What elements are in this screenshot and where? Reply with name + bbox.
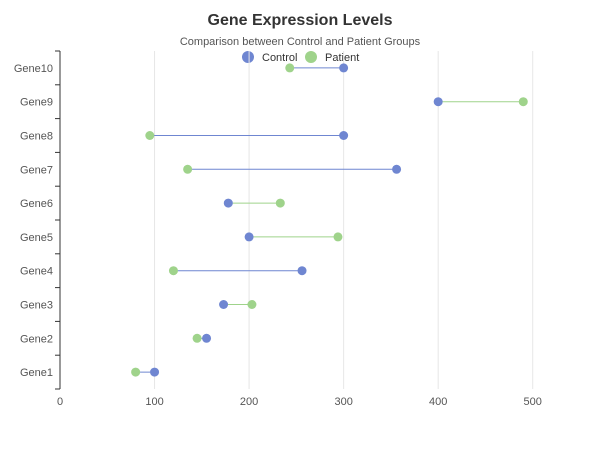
y-tick-label: Gene7 [20,164,53,176]
control-point[interactable] [339,131,349,140]
patient-point[interactable] [333,232,343,242]
y-tick-label: Gene1 [20,367,53,379]
legend-item-control[interactable]: Control [242,51,297,64]
patient-point[interactable] [275,198,285,208]
legend[interactable]: Control Patient [242,51,359,64]
legend-marker-control [242,51,254,63]
x-tick-label: 200 [240,396,258,408]
y-tick-label: Gene2 [20,333,53,345]
control-point[interactable] [433,97,443,107]
legend-item-patient[interactable]: Patient [305,51,359,64]
data-marks [131,63,528,377]
x-tick-label: 400 [429,396,447,408]
control-point[interactable] [219,300,229,309]
patient-point[interactable] [145,131,155,140]
y-tick-label: Gene5 [20,232,53,244]
y-tick-label: Gene8 [20,131,53,143]
y-tick-label: Gene10 [14,63,53,75]
axes: 0 100 200 300 400 500 Gene1 Gene2 Gene3 Gene4 Gene… [14,50,542,408]
control-point[interactable] [339,63,349,73]
legend-marker-patient [305,51,317,63]
patient-point[interactable] [285,63,295,73]
patient-point[interactable] [183,164,193,174]
chart-subtitle: Comparison between Control and Patient G… [180,36,421,48]
patient-point[interactable] [131,367,141,377]
control-point[interactable] [297,266,307,276]
x-tick-label: 100 [145,396,163,408]
patient-point[interactable] [247,300,257,309]
y-tick-label: Gene9 [20,97,53,109]
control-point[interactable] [202,333,212,343]
patient-point[interactable] [168,266,178,276]
x-tick-label: 300 [334,396,352,408]
control-point[interactable] [223,198,233,208]
control-point[interactable] [150,367,160,377]
legend-label-control: Control [262,52,297,64]
y-tick-label: Gene4 [20,266,53,278]
control-point[interactable] [392,164,402,174]
y-tick-label: Gene6 [20,198,53,210]
chart-title: Gene Expression Levels [208,12,393,29]
x-tick-label: 500 [524,396,542,408]
grid-lines [154,51,534,389]
legend-label-patient: Patient [325,52,359,64]
patient-point[interactable] [518,97,528,107]
patient-point[interactable] [192,333,202,343]
x-tick-label: 0 [57,396,63,408]
control-point[interactable] [244,232,254,242]
y-tick-label: Gene3 [20,300,53,312]
